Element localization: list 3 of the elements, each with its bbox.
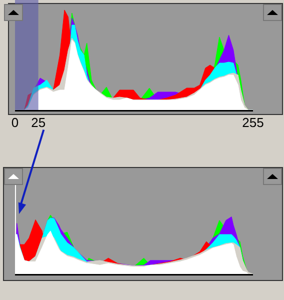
x-tick-label: 255 <box>242 115 264 130</box>
x-tick-label: 25 <box>31 115 46 130</box>
x-tick-label: 0 <box>11 115 19 130</box>
